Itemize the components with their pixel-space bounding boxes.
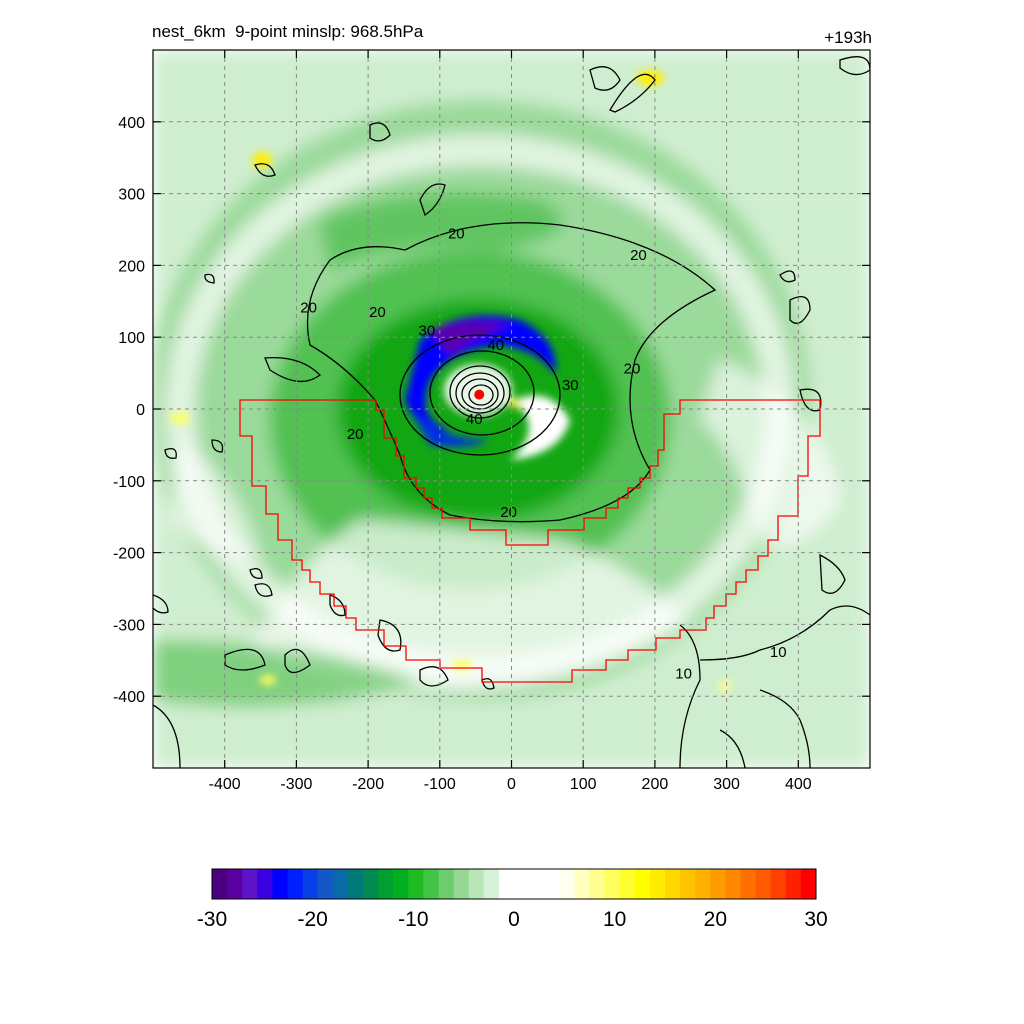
colorbar-swatch xyxy=(347,869,364,899)
contour-label: 40 xyxy=(487,337,504,354)
contour-labels: 20 20 20 20 20 30 40 30 40 20 20 10 10 xyxy=(300,226,787,683)
colorbar-swatch xyxy=(619,869,636,899)
x-tick-label: -300 xyxy=(280,776,312,793)
plot-title: nest_6km 9-point minslp: 968.5hPa xyxy=(152,22,424,41)
colorbar-swatch xyxy=(559,869,575,899)
contour-label: 40 xyxy=(466,411,483,428)
x-tick-label: -100 xyxy=(424,776,456,793)
y-tick-label: -300 xyxy=(113,617,145,634)
y-tick-label: 300 xyxy=(118,187,145,204)
y-tick-label: 400 xyxy=(118,115,145,132)
colorbar-swatch xyxy=(800,869,817,899)
colorbar-swatch xyxy=(483,869,500,899)
colorbar-swatch xyxy=(770,869,787,899)
x-tick-label: -200 xyxy=(352,776,384,793)
contour-label: 20 xyxy=(630,247,647,264)
colorbar-tick-label: 20 xyxy=(704,908,727,931)
colorbar-swatch xyxy=(514,869,530,899)
colorbar: -30 -20 -10 0 10 20 30 xyxy=(197,868,828,931)
y-tick-label: 200 xyxy=(118,258,145,275)
colorbar-swatch xyxy=(468,869,485,899)
colorbar-swatch xyxy=(755,869,772,899)
y-tick-label: -100 xyxy=(113,474,145,491)
domain-boundary xyxy=(239,399,821,683)
colorbar-swatch xyxy=(529,869,545,899)
colorbar-swatch xyxy=(634,869,651,899)
colorbar-swatch xyxy=(665,869,681,899)
colorbar-swatch xyxy=(680,869,696,899)
colorbar-swatch xyxy=(317,869,334,899)
colorbar-swatch xyxy=(272,869,288,899)
contour-label: 10 xyxy=(675,666,692,683)
colorbar-tick-label: -10 xyxy=(398,908,428,931)
contour-label: 20 xyxy=(448,226,465,243)
colorbar-swatch xyxy=(453,869,470,899)
colorbar-swatch xyxy=(212,869,228,899)
colorbar-swatch xyxy=(544,869,560,899)
colorbar-tick-label: 0 xyxy=(508,908,520,931)
y-tick-label: -200 xyxy=(113,546,145,563)
contour-label: 10 xyxy=(770,644,787,661)
colorbar-swatch xyxy=(287,869,304,899)
colorbar-swatch xyxy=(710,869,726,899)
colorbar-swatch xyxy=(695,869,711,899)
colorbar-swatch xyxy=(257,869,273,899)
colorbar-tick-label: -20 xyxy=(297,908,327,931)
colorbar-tick-label: -30 xyxy=(197,908,227,931)
x-tick-label: 300 xyxy=(713,776,740,793)
colorbar-swatch xyxy=(574,869,590,899)
storm-center-marker xyxy=(474,389,485,400)
colorbar-swatch xyxy=(332,869,349,899)
colorbar-tick-label: 30 xyxy=(804,908,827,931)
contour-label: 20 xyxy=(300,299,317,316)
contour-label: 20 xyxy=(369,304,386,321)
colorbar-swatch xyxy=(649,869,666,899)
x-tick-label: -400 xyxy=(209,776,241,793)
colorbar-swatch xyxy=(363,869,379,899)
colorbar-swatch xyxy=(408,869,424,899)
colorbar-swatch xyxy=(589,869,606,899)
colorbar-swatch xyxy=(740,869,757,899)
x-tick-label: 100 xyxy=(570,776,597,793)
forecast-hour-label: +193h xyxy=(824,28,872,47)
colorbar-swatch xyxy=(438,869,455,899)
contour-label: 20 xyxy=(624,361,641,378)
colorbar-tick-label: 10 xyxy=(603,908,626,931)
contour-lines xyxy=(153,56,870,768)
x-tick-label: 200 xyxy=(642,776,669,793)
contour-label: 30 xyxy=(562,377,579,394)
x-tick-label: 400 xyxy=(785,776,812,793)
contour-label: 20 xyxy=(347,426,364,443)
x-tick-label: 0 xyxy=(507,776,516,793)
colorbar-swatch xyxy=(393,869,409,899)
y-axis: 400 300 200 100 0 -100 -200 -300 -400 xyxy=(113,115,870,706)
contour-label: 30 xyxy=(419,322,436,339)
colorbar-swatch xyxy=(378,869,394,899)
x-axis: -400 -300 -200 -100 0 100 200 300 400 xyxy=(209,50,812,793)
colorbar-swatch xyxy=(227,869,243,899)
colorbar-swatch xyxy=(725,869,741,899)
contour-label: 20 xyxy=(500,504,517,521)
colorbar-swatch xyxy=(498,869,515,899)
colorbar-swatch xyxy=(302,869,319,899)
heatmap-field: 20 20 20 20 20 30 40 30 40 20 20 10 10 xyxy=(153,50,870,768)
y-tick-label: 100 xyxy=(118,330,145,347)
colorbar-swatch xyxy=(785,869,802,899)
y-tick-label: 0 xyxy=(136,402,145,419)
colorbar-swatch xyxy=(242,869,258,899)
colorbar-frame xyxy=(211,868,817,900)
colorbar-swatch xyxy=(423,869,439,899)
y-tick-label: -400 xyxy=(113,689,145,706)
colorbar-swatch xyxy=(604,869,621,899)
